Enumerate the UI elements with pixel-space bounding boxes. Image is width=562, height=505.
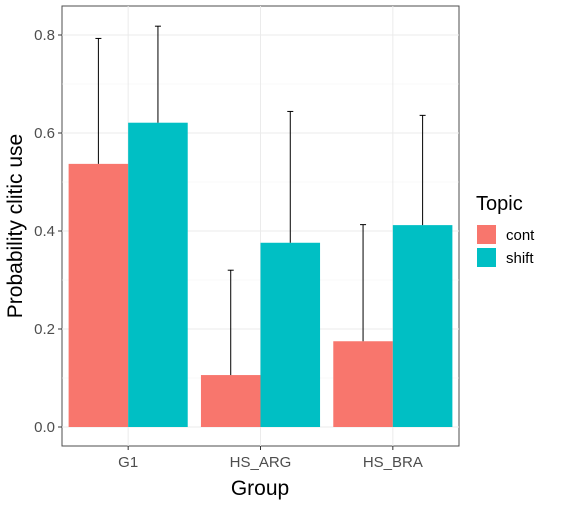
x-tick-label: G1 xyxy=(118,454,138,471)
legend-key-cont xyxy=(477,225,496,244)
bars xyxy=(68,122,453,428)
bar-cont-G1 xyxy=(68,163,129,427)
y-axis-title: Probability clitic use xyxy=(4,134,27,318)
y-axis: 0.0 0.2 0.4 0.6 0.8 xyxy=(34,27,62,436)
y-tick-label: 0.8 xyxy=(34,27,55,44)
bar-cont-HS_ARG xyxy=(200,375,261,427)
error-bars xyxy=(95,25,426,376)
x-tick-label: HS_BRA xyxy=(363,454,423,471)
x-tick-label: HS_ARG xyxy=(230,454,292,471)
legend-items: cont shift xyxy=(477,225,535,267)
y-tick-label: 0.6 xyxy=(34,125,55,142)
legend-label-cont: cont xyxy=(506,227,535,244)
y-tick-label: 0.0 xyxy=(34,419,55,436)
bar-shift-HS_BRA xyxy=(392,225,453,427)
bar-shift-HS_ARG xyxy=(260,242,321,427)
x-axis: G1 HS_ARG HS_BRA xyxy=(118,446,423,471)
bar-shift-G1 xyxy=(128,122,188,428)
legend: Topic cont shift xyxy=(476,193,535,267)
legend-key-shift xyxy=(477,248,496,267)
y-tick-label: 0.4 xyxy=(34,223,55,240)
y-tick-label: 0.2 xyxy=(34,321,55,338)
x-axis-title: Group xyxy=(231,477,289,500)
legend-title: Topic xyxy=(476,193,523,215)
bar-cont-HS_BRA xyxy=(333,341,393,427)
legend-label-shift: shift xyxy=(506,250,534,267)
